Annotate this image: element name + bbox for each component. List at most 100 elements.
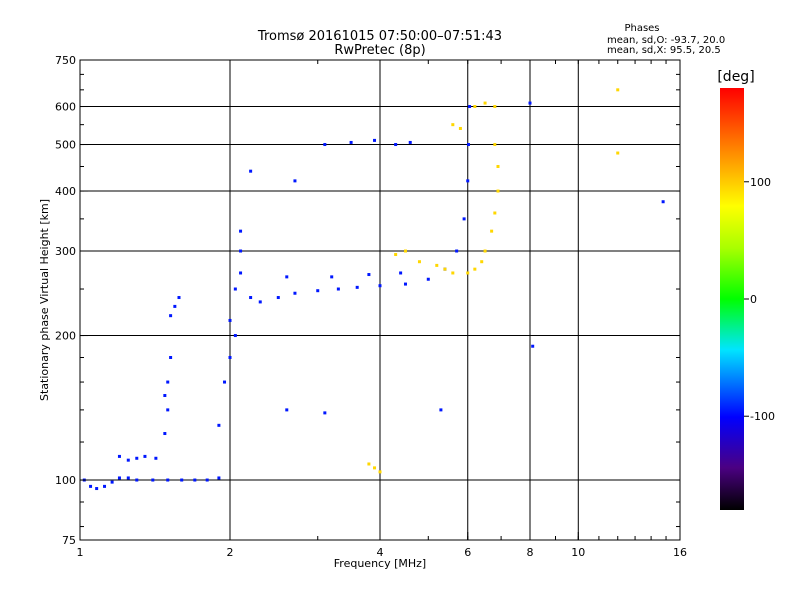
data-point <box>166 478 170 482</box>
data-point <box>293 291 297 295</box>
colorbar <box>720 88 744 510</box>
data-point <box>435 263 439 267</box>
colorbar-tick-label: 100 <box>750 176 771 189</box>
data-point <box>455 249 459 253</box>
data-point <box>661 200 665 204</box>
data-point <box>173 304 177 308</box>
data-point <box>89 484 93 488</box>
data-point <box>473 267 477 271</box>
data-point <box>217 423 221 427</box>
data-point <box>490 229 494 233</box>
x-tick-label: 6 <box>464 546 471 559</box>
y-tick-label: 75 <box>62 534 76 547</box>
x-tick-label: 8 <box>527 546 534 559</box>
data-point <box>493 143 497 147</box>
data-point <box>408 140 412 144</box>
data-point <box>330 275 334 279</box>
data-point <box>367 273 371 277</box>
data-point <box>143 454 147 458</box>
data-point <box>480 260 484 264</box>
data-point <box>228 318 232 322</box>
data-point <box>367 462 371 466</box>
data-point <box>403 249 407 253</box>
y-tick-label: 750 <box>55 54 76 67</box>
y-tick-label: 300 <box>55 245 76 258</box>
data-point <box>228 355 232 359</box>
data-point <box>458 126 462 130</box>
stats-x-line: mean, sd,X: 95.5, 20.5 <box>607 45 721 56</box>
y-tick-label: 600 <box>55 101 76 114</box>
data-point <box>126 476 130 480</box>
data-point <box>177 296 181 300</box>
x-tick-label: 16 <box>673 546 687 559</box>
y-axis-label: Stationary phase Virtual Height [km] <box>38 199 51 401</box>
data-point <box>193 478 197 482</box>
y-tick-label: 400 <box>55 185 76 198</box>
chart-title: Tromsø 20161015 07:50:00–07:51:43 <box>257 29 502 44</box>
data-point <box>239 249 243 253</box>
data-point <box>180 478 184 482</box>
stats-heading: Phases <box>624 23 659 34</box>
data-point <box>531 344 535 348</box>
data-point <box>426 277 430 281</box>
data-point <box>462 217 466 221</box>
data-point <box>249 169 253 173</box>
data-point <box>466 143 470 147</box>
data-point <box>135 478 139 482</box>
data-point <box>239 271 243 275</box>
x-tick-label: 4 <box>377 546 384 559</box>
data-point <box>166 380 170 384</box>
data-point <box>355 285 359 289</box>
data-point <box>378 470 382 474</box>
colorbar-tick-label: -100 <box>750 410 775 423</box>
data-point <box>117 454 121 458</box>
data-point <box>483 249 487 253</box>
data-point <box>163 394 167 398</box>
data-point <box>336 287 340 291</box>
data-point <box>394 143 398 147</box>
data-point <box>135 456 139 460</box>
data-point <box>399 271 403 275</box>
data-point <box>378 284 382 288</box>
data-point <box>126 458 130 462</box>
data-point <box>466 271 470 275</box>
data-point <box>403 282 407 286</box>
data-point <box>468 105 472 109</box>
data-point <box>169 314 173 318</box>
y-tick-label: 100 <box>55 474 76 487</box>
stats-o-line: mean, sd,O: -93.7, 20.0 <box>607 35 725 46</box>
data-point <box>451 271 455 275</box>
data-point <box>117 476 121 480</box>
data-point <box>323 411 327 415</box>
y-tick-label: 200 <box>55 330 76 343</box>
x-tick-label: 2 <box>227 546 234 559</box>
data-point <box>285 408 289 412</box>
grid-lines <box>80 60 680 540</box>
data-point <box>323 143 327 147</box>
data-point <box>496 189 500 193</box>
data-point <box>483 101 487 105</box>
data-point <box>528 101 532 105</box>
data-point <box>293 179 297 183</box>
data-point <box>473 105 477 109</box>
data-point <box>316 289 320 293</box>
y-axis: 75 100 200 300 400 500 600 750 <box>55 54 680 547</box>
data-point <box>493 211 497 215</box>
data-point <box>493 105 497 109</box>
data-point <box>466 179 470 183</box>
data-point <box>239 229 243 233</box>
data-point <box>439 408 443 412</box>
data-point <box>163 432 167 436</box>
data-point <box>394 253 398 257</box>
data-point <box>154 456 158 460</box>
data-point <box>451 123 455 127</box>
data-point <box>373 138 377 142</box>
data-point <box>276 296 280 300</box>
x-axis-label: Frequency [MHz] <box>334 557 426 570</box>
data-point <box>616 151 620 155</box>
data-points <box>82 88 665 491</box>
data-point <box>233 334 237 338</box>
data-point <box>223 380 227 384</box>
data-point <box>258 300 262 304</box>
